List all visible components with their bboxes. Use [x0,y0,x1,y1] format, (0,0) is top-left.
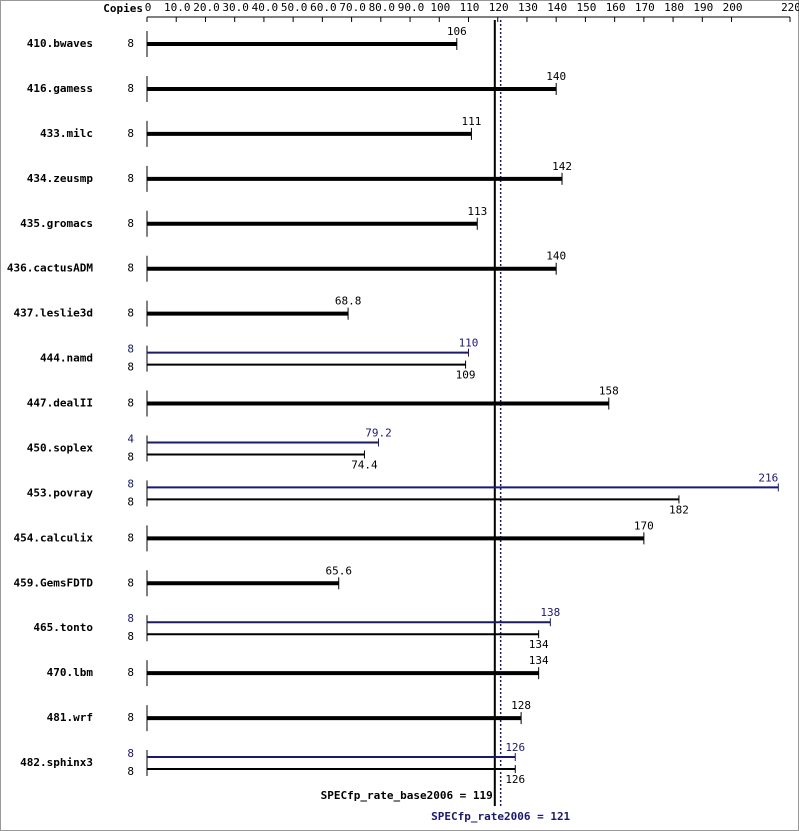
value-label: 134 [529,654,549,667]
category-label: 453.povray [27,486,94,499]
copies-label: 8 [127,477,134,490]
category-label: 436.cactusADM [7,262,93,275]
x-tick-label: 60.0 [310,1,337,14]
x-tick-label: 190 [693,1,713,14]
copies-label: 8 [127,307,134,320]
value-label: 134 [529,638,549,651]
reference-label: SPECfp_rate_base2006 = 119 [321,789,493,802]
value-label: 74.4 [351,458,378,471]
copies-label: 8 [127,397,134,410]
value-label: 126 [505,741,525,754]
reference-label: SPECfp_rate2006 = 121 [431,810,570,823]
x-tick-label: 100 [430,1,450,14]
value-label: 106 [447,25,467,38]
value-label: 216 [758,471,778,484]
value-label: 68.8 [335,295,362,308]
value-label: 79.2 [365,426,392,439]
x-tick-label: 170 [635,1,655,14]
copies-label: 4 [127,432,134,445]
value-label: 111 [461,115,481,128]
category-label: 470.lbm [47,666,94,679]
x-tick-label: 220 [781,1,799,14]
copies-label: 8 [127,262,134,275]
category-label: 465.tonto [33,621,93,634]
value-label: 65.6 [325,564,352,577]
value-label: 170 [634,519,654,532]
copies-label: 8 [127,172,134,185]
x-tick-label: 20.0 [193,1,220,14]
x-tick-label: 40.0 [252,1,279,14]
category-label: 433.milc [40,127,93,140]
category-label: 450.soplex [27,441,94,454]
x-tick-label: 0 [145,1,152,14]
category-label: 447.dealII [27,397,93,410]
copies-label: 8 [127,765,134,778]
copies-label: 8 [127,576,134,589]
category-label: 410.bwaves [27,37,93,50]
category-label: 416.gamess [27,82,93,95]
value-label: 113 [467,205,487,218]
value-label: 110 [459,337,479,350]
copies-label: 8 [127,37,134,50]
value-label: 128 [511,699,531,712]
x-tick-label: 110 [460,1,480,14]
x-tick-label: 160 [606,1,626,14]
category-label: 444.namd [40,352,93,365]
copies-label: 8 [127,361,134,374]
x-tick-label: 80.0 [369,1,396,14]
x-tick-label: 200 [723,1,743,14]
category-label: 434.zeusmp [27,172,94,185]
x-tick-label: 30.0 [222,1,249,14]
copies-label: 8 [127,343,134,356]
copies-label: 8 [127,450,134,463]
value-label: 182 [669,503,689,516]
copies-label: 8 [127,531,134,544]
copies-label: 8 [127,495,134,508]
x-tick-label: 90.0 [398,1,425,14]
category-label: 482.sphinx3 [20,756,93,769]
category-label: 437.leslie3d [14,307,93,320]
x-tick-label: 120 [489,1,509,14]
x-tick-label: 140 [547,1,567,14]
value-label: 140 [546,70,566,83]
category-label: 454.calculix [14,531,94,544]
copies-label: 8 [127,630,134,643]
x-tick-label: 70.0 [339,1,366,14]
copies-label: 8 [127,711,134,724]
copies-label: 8 [127,127,134,140]
category-label: 481.wrf [47,711,93,724]
value-label: 142 [552,160,572,173]
value-label: 140 [546,250,566,263]
copies-label: 8 [127,82,134,95]
copies-label: 8 [127,666,134,679]
value-label: 126 [505,773,525,786]
value-label: 138 [540,606,560,619]
x-tick-label: 10.0 [164,1,191,14]
x-tick-label: 50.0 [281,1,308,14]
value-label: 158 [599,385,619,398]
copies-label: 8 [127,747,134,760]
category-label: 459.GemsFDTD [14,576,94,589]
copies-label: 8 [127,612,134,625]
x-axis-label: Copies [103,2,143,15]
x-tick-label: 130 [518,1,538,14]
copies-label: 8 [127,217,134,230]
x-tick-label: 180 [664,1,684,14]
value-label: 109 [456,369,476,382]
category-label: 435.gromacs [20,217,93,230]
x-tick-label: 150 [576,1,596,14]
